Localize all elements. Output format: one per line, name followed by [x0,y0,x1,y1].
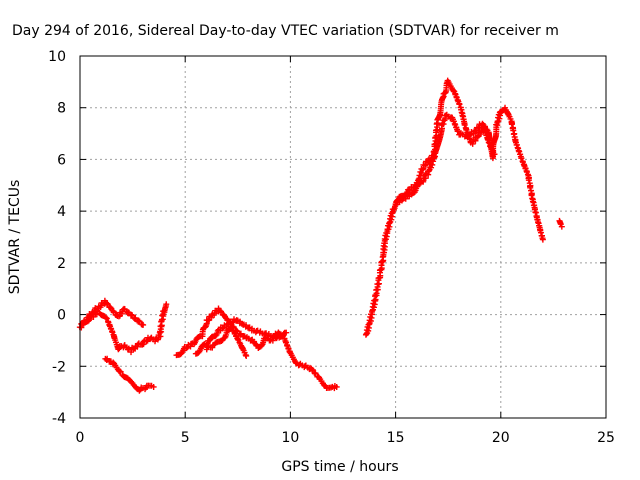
y-tick-label: 10 [48,49,66,65]
data-point [333,383,340,390]
data-point [534,219,541,226]
data-point [458,109,465,116]
data-point [454,128,461,135]
data-point [115,346,122,353]
x-tick-label: 5 [181,430,190,446]
data-point [107,304,114,311]
data-point [285,345,292,352]
y-axis-label: SDTVAR / TECUs [7,180,23,295]
x-tick-label: 20 [492,430,510,446]
data-point [523,167,530,174]
x-tick-label: 0 [76,430,85,446]
data-point [518,155,525,162]
data-point [224,316,231,323]
data-point [514,144,521,151]
data-point [231,329,238,336]
data-point [488,146,495,153]
data-point [107,325,114,332]
data-point [105,318,112,325]
data-point [183,345,190,352]
data-point [115,313,122,320]
data-point [110,308,117,315]
data-point [451,120,458,127]
data-point [104,300,111,307]
data-point [135,317,142,324]
data-point [219,325,226,332]
data-point [529,198,536,205]
y-tick-label: -2 [52,359,66,375]
data-point [461,121,468,128]
data-point [103,315,110,322]
data-point [136,387,143,394]
data-point [283,329,290,336]
data-point [143,338,150,345]
x-tick-label: 25 [597,430,615,446]
axis-ticks: 0 5 10 15 20 25 -4 -2 0 2 4 6 8 10 [48,49,615,446]
grid [80,56,606,418]
data-point [532,209,539,216]
data-point [515,147,522,154]
x-tick-label: 15 [387,430,405,446]
data-point [466,135,473,142]
data-point [485,139,492,146]
data-point [522,165,529,172]
plot-frame [79,55,607,419]
data-points [76,77,565,394]
y-tick-label: 6 [57,152,66,168]
data-point [258,342,265,349]
y-tick-label: 8 [57,101,66,117]
data-point [452,90,459,97]
data-point [508,121,515,128]
data-point [117,368,124,375]
x-tick-label: 10 [281,430,299,446]
data-point [558,223,565,230]
data-point [456,100,463,107]
y-tick-label: 2 [57,256,66,272]
data-point [220,312,227,319]
data-point [465,132,472,139]
data-point [453,93,460,100]
data-point [150,383,157,390]
data-point [140,321,147,328]
y-tick-label: 0 [57,308,66,324]
data-point [464,129,471,136]
data-point [529,195,536,202]
y-tick-label: -4 [52,411,66,427]
data-point [218,308,225,315]
y-tick-label: 4 [57,204,66,220]
chart-title: Day 294 of 2016, Sidereal Day-to-day VTE… [12,23,559,39]
data-point [459,112,466,119]
data-point [525,177,532,184]
data-point [527,184,534,191]
data-point [243,352,250,359]
data-point [416,180,423,187]
data-point [539,236,546,243]
data-point [284,342,291,349]
data-point [482,128,489,135]
data-point [480,125,487,132]
data-point [109,328,116,335]
data-point [510,131,517,138]
data-point [519,158,526,165]
x-axis-label: GPS time / hours [281,459,398,475]
data-point [102,314,109,321]
data-point [163,301,170,308]
data-point [312,370,319,377]
data-point [491,151,498,158]
